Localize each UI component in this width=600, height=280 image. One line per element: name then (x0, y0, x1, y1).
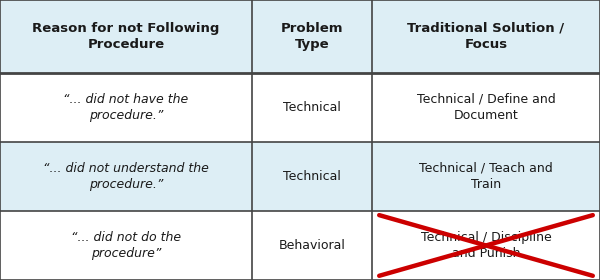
Bar (252, 0, 372, 73)
Bar (0, 211, 252, 280)
Text: Technical / Teach and
Train: Technical / Teach and Train (419, 162, 553, 191)
Bar (252, 73, 372, 142)
Text: “... did not do the
procedure”: “... did not do the procedure” (71, 231, 181, 260)
Text: Behavioral: Behavioral (278, 239, 346, 252)
Text: Traditional Solution /
Focus: Traditional Solution / Focus (407, 22, 565, 51)
Text: Problem
Type: Problem Type (281, 22, 343, 51)
Text: “... did not have the
procedure.”: “... did not have the procedure.” (64, 93, 188, 122)
Text: Technical: Technical (283, 170, 341, 183)
Bar (372, 0, 600, 73)
Bar (0, 73, 252, 142)
Text: Technical / Discipline
and Punish: Technical / Discipline and Punish (421, 231, 551, 260)
Text: Technical: Technical (283, 101, 341, 114)
Text: Technical / Define and
Document: Technical / Define and Document (416, 93, 556, 122)
Bar (372, 142, 600, 211)
Text: “... did not understand the
procedure.”: “... did not understand the procedure.” (43, 162, 209, 191)
Bar (252, 211, 372, 280)
Bar (372, 211, 600, 280)
Text: Reason for not Following
Procedure: Reason for not Following Procedure (32, 22, 220, 51)
Bar (0, 0, 252, 73)
Bar (252, 142, 372, 211)
Bar (372, 73, 600, 142)
Bar (0, 142, 252, 211)
